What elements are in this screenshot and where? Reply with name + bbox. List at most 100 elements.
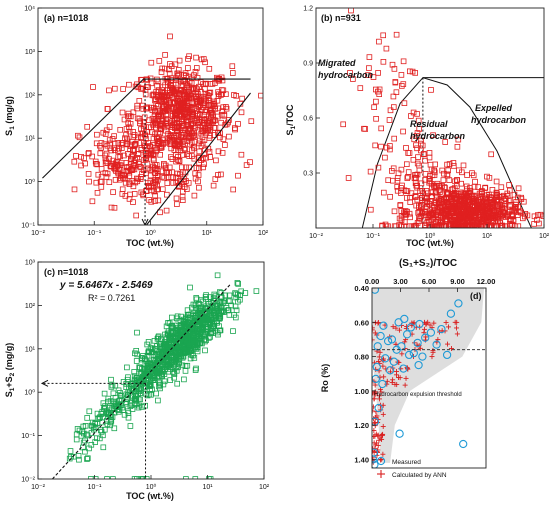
panel-a-point xyxy=(179,193,186,200)
panel-a-point xyxy=(98,165,105,172)
panel-a-point xyxy=(168,127,175,133)
panel-b-point xyxy=(497,201,503,208)
panel-a-point xyxy=(238,151,245,158)
panel-a-point xyxy=(71,158,78,165)
panel-b-point xyxy=(466,194,473,200)
panel-c-point xyxy=(84,415,91,421)
panel-a-point xyxy=(223,105,230,112)
panel-a-point xyxy=(95,171,102,178)
panel-b-point xyxy=(419,210,426,217)
panel-a-point xyxy=(178,86,184,93)
panel-b-point xyxy=(484,173,490,180)
measured-point xyxy=(372,288,380,294)
panel-a-point xyxy=(171,147,178,153)
panel-b-point xyxy=(506,182,512,188)
panel-c-point xyxy=(215,331,221,338)
panel-a-point xyxy=(103,174,110,180)
panel-a-point xyxy=(202,90,209,97)
panel-a-point xyxy=(148,187,155,194)
panel-c-point xyxy=(165,350,171,357)
panel-c-point xyxy=(128,399,135,406)
panel-c-point xyxy=(228,302,234,309)
panel-b-point xyxy=(449,220,456,227)
panel-a-point xyxy=(122,179,129,186)
panel-c-point xyxy=(121,411,128,418)
panel-a-point xyxy=(176,157,183,164)
ann-point xyxy=(375,433,381,439)
panel-a-point xyxy=(193,91,200,98)
panel-b-point xyxy=(416,204,422,211)
panel-c-point xyxy=(100,432,106,439)
panel-b-point xyxy=(362,126,368,132)
panel-a-point xyxy=(195,178,201,185)
panel-b-point xyxy=(455,136,462,143)
panel-b-point xyxy=(380,32,386,39)
panel-a-point xyxy=(180,99,187,105)
panel-a-point xyxy=(215,105,221,112)
panel-c-point xyxy=(147,382,153,389)
panel-a-xtick-label: 10² xyxy=(258,230,269,237)
panel-a-point xyxy=(121,175,128,182)
panel-a-point xyxy=(185,122,192,128)
ann-point xyxy=(375,442,381,448)
panel-c-point xyxy=(177,329,184,336)
panel-b-point xyxy=(540,213,544,220)
panel-a-xlabel: TOC (wt.%) xyxy=(126,238,174,248)
panel-a-point xyxy=(208,111,215,118)
panel-b-point xyxy=(431,169,438,176)
panel-b-point xyxy=(472,198,479,205)
panel-c-point xyxy=(149,345,156,352)
panel-b-point xyxy=(426,150,433,156)
panel-b-point xyxy=(347,70,353,76)
panel-c-point xyxy=(227,298,233,305)
panel-c-point xyxy=(105,395,112,402)
panel-a-ytick-label: 10⁴ xyxy=(24,6,35,13)
panel-b-point xyxy=(394,187,401,194)
panel-b-point xyxy=(373,116,379,122)
panel-c: 10⁻² 10⁻¹ 10⁰ 10¹ 10² 10⁻² 10⁻¹ 10⁰ 10¹ 10² 10³ (c… xyxy=(4,260,270,502)
ann-point xyxy=(421,326,427,332)
ann-point xyxy=(403,325,409,331)
panel-a-point xyxy=(130,153,136,160)
panel-b-point xyxy=(414,196,421,203)
panel-a-point xyxy=(207,154,214,160)
panel-a-point xyxy=(94,189,101,196)
panel-b-point xyxy=(499,193,505,200)
measured-point xyxy=(437,324,446,334)
panel-b-point xyxy=(402,208,409,214)
panel-b-point xyxy=(398,215,405,222)
panel-a-point xyxy=(196,165,202,172)
legend-measured-label: Measured xyxy=(392,459,421,466)
panel-d-xtick-label: 0.00 xyxy=(365,277,380,286)
panel-a-point xyxy=(192,170,199,177)
panel-a-point xyxy=(196,111,203,118)
panel-b-point xyxy=(479,189,485,195)
panel-a-point xyxy=(125,150,131,157)
panel-b-point xyxy=(350,76,356,82)
panel-a-point xyxy=(140,106,147,112)
panel-c-point xyxy=(149,374,156,381)
measured-point xyxy=(372,455,378,464)
panel-a-point xyxy=(153,148,159,155)
panel-a-point xyxy=(150,151,156,158)
panel-d-ytick-label: 1.40 xyxy=(354,455,369,464)
panel-b-ytick-label: 0.3 xyxy=(303,171,313,178)
panel-c-point xyxy=(184,362,191,369)
panel-a-point xyxy=(122,193,129,199)
panel-a-point xyxy=(193,65,200,71)
panel-b-point xyxy=(404,175,411,181)
panel-b-point xyxy=(412,172,418,178)
panel-a-point xyxy=(123,131,129,138)
panel-a-point xyxy=(189,147,195,153)
panel-c-point xyxy=(170,369,176,375)
panel-b-point xyxy=(493,216,500,223)
panel-a-point xyxy=(92,158,99,165)
panel-a-ytick-label: 10⁻¹ xyxy=(21,223,35,230)
panel-a-point xyxy=(186,53,192,59)
panel-a-point xyxy=(219,87,225,93)
panel-c-point xyxy=(173,367,180,374)
annotation-expelled-2: hydrocarbon xyxy=(471,115,527,125)
panel-a-point xyxy=(195,103,201,110)
panel-a-point xyxy=(229,63,236,69)
panel-a-point xyxy=(174,70,181,77)
